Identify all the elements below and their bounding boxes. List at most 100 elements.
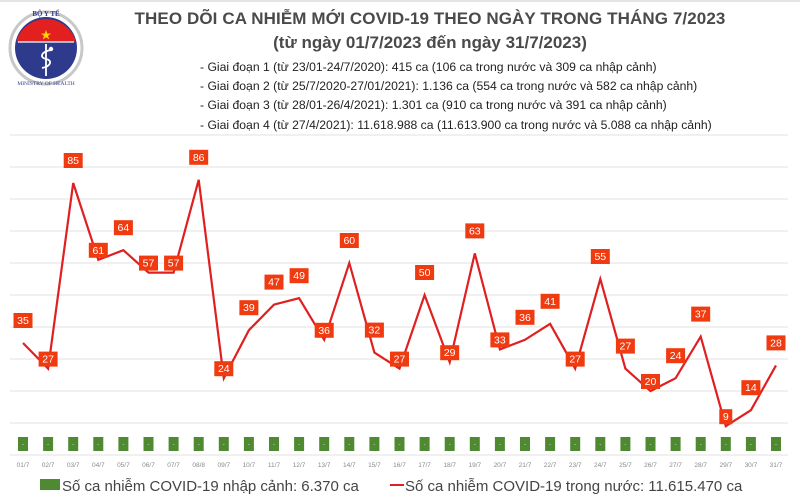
data-label: 29 xyxy=(440,345,460,361)
data-label-text: 24 xyxy=(218,363,230,375)
imported-bar xyxy=(369,437,380,451)
data-label-box xyxy=(440,345,460,361)
logo-bottom-text: MINISTRY OF HEALTH xyxy=(17,81,74,86)
imported-bar xyxy=(18,437,28,451)
imported-bar xyxy=(645,437,656,451)
x-tick-label: 07/7 xyxy=(167,462,180,469)
data-label-box xyxy=(590,249,610,264)
x-tick-label: 17/7 xyxy=(418,462,431,469)
x-tick-label: 16/7 xyxy=(393,462,406,469)
ministry-of-health-logo: BỘ Y TẾ MINISTRY OF HEALTH xyxy=(8,10,84,86)
x-tick-label: 05/7 xyxy=(117,462,130,469)
imported-bar xyxy=(771,437,781,451)
imported-bar xyxy=(620,437,631,451)
imported-bar xyxy=(419,437,430,451)
x-tick-label: 30/7 xyxy=(745,462,758,469)
data-label-box xyxy=(540,293,560,309)
data-label: 14 xyxy=(741,380,761,396)
data-label-text: 86 xyxy=(193,152,205,164)
data-label: 49 xyxy=(289,268,309,284)
data-label: 27 xyxy=(38,351,58,367)
data-label-text: 36 xyxy=(519,312,531,324)
data-label-text: 63 xyxy=(469,225,481,237)
x-tick-label: 09/7 xyxy=(217,462,230,469)
imported-bar-label: - xyxy=(474,442,476,448)
data-label-box xyxy=(390,351,409,367)
imported-bar xyxy=(469,437,480,451)
legend-line-swatch-icon xyxy=(390,484,404,486)
data-label-text: 27 xyxy=(42,354,54,366)
data-label-box xyxy=(189,149,209,165)
data-label-text: 28 xyxy=(770,337,782,349)
x-tick-label: 22/7 xyxy=(544,462,557,469)
imported-bar-label: - xyxy=(775,442,777,448)
imported-bar-label: - xyxy=(72,442,74,448)
x-tick-label: 02/7 xyxy=(42,462,55,469)
top-border xyxy=(0,0,800,2)
data-label: 24 xyxy=(666,348,686,364)
data-label-box xyxy=(314,322,334,338)
data-label-box xyxy=(339,233,359,248)
imported-bar-label: - xyxy=(725,442,727,448)
data-label: 64 xyxy=(113,220,133,236)
data-label-text: 14 xyxy=(745,382,757,394)
data-label-text: 33 xyxy=(494,334,506,346)
x-tick-label: 03/7 xyxy=(67,462,80,469)
imported-bar-label: - xyxy=(122,442,124,448)
data-label-text: 60 xyxy=(343,235,355,247)
data-label-box xyxy=(214,361,234,377)
imported-bar-label: - xyxy=(650,442,652,448)
data-label: 36 xyxy=(314,322,334,338)
data-label: 27 xyxy=(615,338,635,354)
imported-bar-label: - xyxy=(97,442,99,448)
data-label-box xyxy=(565,351,585,367)
x-tick-label: 31/7 xyxy=(770,462,783,469)
imported-bar xyxy=(720,437,731,451)
data-label: 27 xyxy=(390,351,409,367)
imported-bar xyxy=(520,437,530,451)
data-label: 47 xyxy=(264,274,284,290)
imported-bar xyxy=(93,437,104,451)
x-tick-label: 04/7 xyxy=(92,462,105,469)
data-label-text: 55 xyxy=(594,251,606,263)
imported-bar xyxy=(494,437,505,451)
imported-bar-label: - xyxy=(223,442,225,448)
data-label: 50 xyxy=(415,265,435,280)
data-label-text: 37 xyxy=(695,309,707,321)
data-label-text: 50 xyxy=(419,267,431,279)
data-label-box xyxy=(113,220,133,236)
imported-bar xyxy=(269,437,279,451)
x-tick-label: 24/7 xyxy=(594,462,607,469)
data-label: 20 xyxy=(641,374,660,389)
data-label-text: 24 xyxy=(670,350,682,362)
imported-bar xyxy=(143,437,154,451)
imported-bar-label: - xyxy=(373,442,375,448)
stage-notes: - Giai đoạn 1 (từ 23/01-24/7/2020): 415 … xyxy=(200,58,800,135)
x-tick-label: 26/7 xyxy=(644,462,657,469)
imported-bar-label: - xyxy=(273,442,275,448)
x-tick-label: 01/7 xyxy=(17,462,30,469)
data-label: 24 xyxy=(214,361,234,377)
imported-bar xyxy=(118,437,129,451)
legend-imported: Số ca nhiễm COVID-19 nhập cảnh: 6.370 ca xyxy=(40,478,359,495)
imported-bar-label: - xyxy=(424,442,426,448)
data-label: 35 xyxy=(13,313,33,328)
imported-bar-label: - xyxy=(47,442,49,448)
data-label-text: 27 xyxy=(569,354,581,366)
data-label: 37 xyxy=(691,306,711,322)
domestic-series-line xyxy=(22,179,777,428)
imported-bar xyxy=(218,437,229,451)
data-label-text: 20 xyxy=(645,376,657,388)
x-tick-label: 15/7 xyxy=(368,462,381,469)
imported-bar xyxy=(294,437,305,451)
legend-domestic: Số ca nhiễm COVID-19 trong nước: 11.615.… xyxy=(390,478,742,495)
data-label: 63 xyxy=(465,223,485,239)
imported-bar-label: - xyxy=(198,442,200,448)
data-label-text: 32 xyxy=(369,325,381,337)
data-label: 57 xyxy=(139,255,158,271)
data-label-text: 64 xyxy=(118,222,130,234)
x-tick-label: 13/7 xyxy=(318,462,331,469)
x-tick-label: 20/7 xyxy=(494,462,507,469)
imported-bar-label: - xyxy=(22,442,24,448)
data-label: 41 xyxy=(540,293,560,309)
